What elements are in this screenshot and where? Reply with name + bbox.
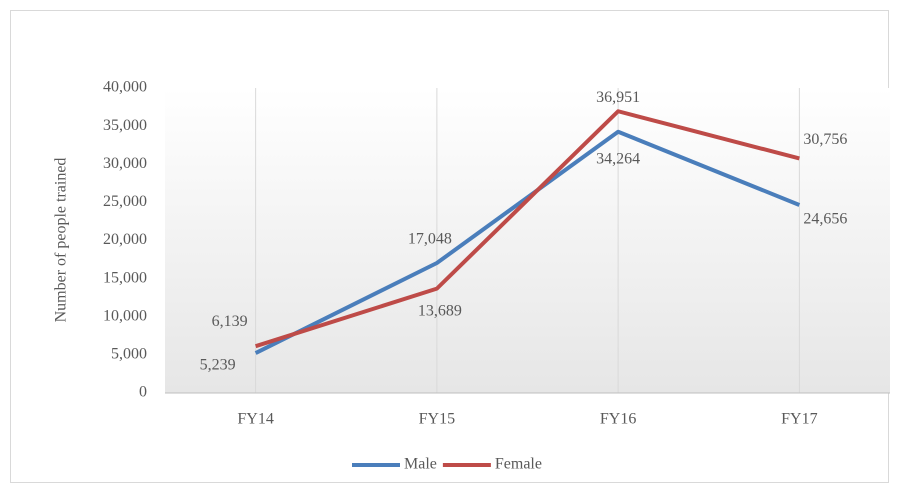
data-label: 5,239	[200, 357, 236, 374]
data-label: 13,689	[418, 302, 462, 319]
legend-label: Female	[495, 456, 542, 473]
x-tick-label: FY15	[419, 411, 455, 428]
y-tick-label: 15,000	[103, 269, 147, 286]
y-tick-label: 0	[139, 384, 147, 401]
y-tick-label: 30,000	[103, 155, 147, 172]
y-tick-label: 35,000	[103, 117, 147, 134]
data-label: 17,048	[408, 231, 452, 248]
y-tick-label: 5,000	[111, 346, 147, 363]
y-tick-label: 20,000	[103, 231, 147, 248]
y-tick-label: 40,000	[103, 79, 147, 96]
data-label: 36,951	[596, 89, 640, 106]
data-label: 34,264	[596, 150, 640, 167]
y-axis-label: Number of people trained	[53, 158, 70, 323]
x-tick-label: FY14	[237, 411, 273, 428]
y-tick-label: 25,000	[103, 193, 147, 210]
y-tick-label: 10,000	[103, 307, 147, 324]
data-label: 24,656	[803, 211, 847, 228]
x-tick-label: FY16	[600, 411, 636, 428]
plot-area	[165, 88, 890, 393]
data-label: 6,139	[212, 313, 248, 330]
legend-label: Male	[404, 456, 437, 473]
x-tick-label: FY17	[781, 411, 817, 428]
data-label: 30,756	[803, 131, 847, 148]
series-line	[255, 109, 800, 349]
